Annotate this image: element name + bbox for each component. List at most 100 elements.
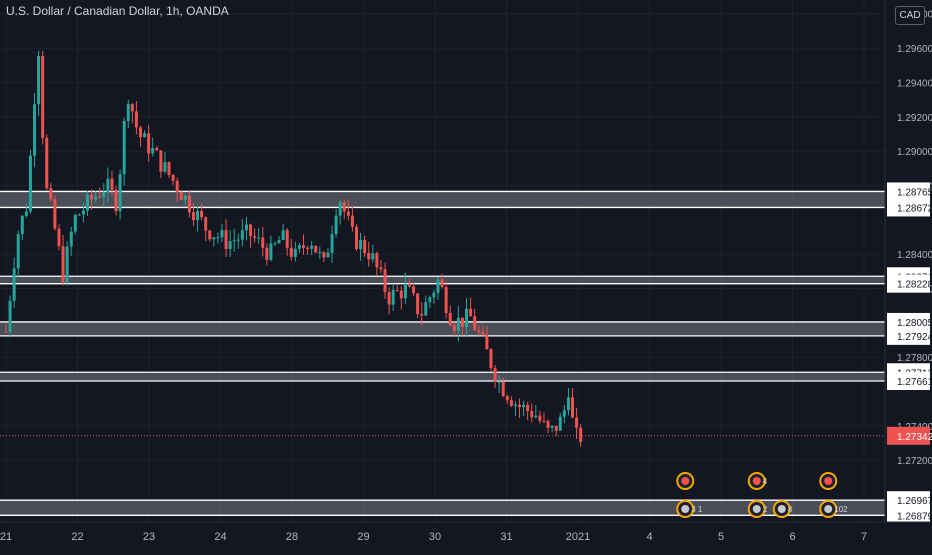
candle-body [183, 195, 187, 200]
level-label: 1.28765 [897, 187, 932, 198]
time-tick-label: 22 [71, 531, 83, 543]
candle-body [159, 150, 163, 172]
candle-body [106, 178, 110, 193]
candle-body [297, 245, 301, 249]
candle-body [579, 427, 583, 442]
time-axis [0, 522, 932, 550]
candle-body [228, 241, 232, 249]
candle-body [460, 317, 464, 327]
time-tick-label: 30 [429, 531, 441, 543]
candle-body [220, 230, 224, 238]
candle-body [175, 180, 179, 193]
candle-body [8, 300, 12, 332]
candle-body [432, 292, 436, 298]
candle-body [310, 245, 314, 249]
candle-body [118, 174, 122, 212]
candle-body [126, 104, 130, 122]
time-tick-label: 2021 [566, 531, 590, 543]
event-count-label: 2 [763, 505, 768, 514]
candle-body [542, 420, 546, 422]
candle-body [249, 224, 253, 237]
candle-body [477, 330, 481, 333]
candle-body [407, 283, 411, 287]
candle-body [469, 308, 473, 317]
candle-body [538, 415, 542, 421]
candle-body [155, 148, 159, 151]
time-tick-label: 28 [286, 531, 298, 543]
candle-body [163, 162, 167, 172]
candle-body [130, 104, 134, 112]
candle-body [81, 210, 85, 215]
candle-body [485, 334, 489, 350]
candle-body [122, 121, 126, 175]
candle-body [261, 237, 265, 248]
candle-body [171, 174, 175, 181]
candle-body [269, 243, 273, 260]
flag-icon [681, 505, 690, 513]
candle-body [379, 267, 383, 270]
candle-body [518, 404, 522, 408]
candle-body [61, 246, 65, 283]
time-tick-label: 4 [646, 531, 652, 543]
candle-body [334, 215, 338, 235]
candle-body [371, 253, 375, 260]
candle-body [448, 312, 452, 326]
candle-body [465, 308, 469, 327]
candle-body [489, 349, 493, 369]
candle-body [143, 133, 147, 138]
candles [4, 50, 583, 447]
candle-body [452, 325, 456, 331]
time-tick-label: 5 [718, 531, 724, 543]
candle-body [395, 289, 399, 291]
event-count-label: 4 [763, 477, 768, 486]
zone-rect [0, 500, 885, 516]
candle-body [20, 215, 24, 234]
candle-body [522, 404, 526, 408]
candle-body [187, 195, 191, 213]
candle-body [110, 178, 114, 190]
candle-body [530, 410, 534, 418]
candle-body [33, 104, 37, 156]
candle-body [114, 189, 118, 212]
level-label-bg [887, 372, 930, 391]
candle-body [73, 215, 77, 232]
candle-body [212, 237, 216, 240]
candle-body [253, 236, 257, 238]
candle-body [293, 248, 297, 257]
candle-body [90, 194, 94, 200]
event-count-label: 3 1 [691, 505, 703, 514]
candle-body [363, 239, 367, 253]
zone-rect [0, 372, 885, 382]
candle-body [493, 368, 497, 382]
candle-body [204, 217, 208, 231]
currency-button[interactable]: CAD [895, 6, 925, 25]
event-count-label: 102 [834, 505, 848, 514]
candle-body [456, 317, 460, 331]
candle-body [216, 237, 220, 239]
candle-body [236, 239, 240, 241]
candle-body [289, 247, 293, 257]
time-tick-label: 7 [861, 531, 867, 543]
candle-body [403, 283, 407, 299]
candle-body [354, 226, 358, 250]
candle-body [37, 56, 41, 105]
candle-body [322, 252, 326, 258]
price-tick-label: 1.28400 [897, 250, 932, 261]
candle-body [94, 196, 98, 200]
candle-body [501, 381, 505, 397]
candle-body [147, 133, 151, 154]
price-tick-label: 1.29600 [897, 44, 932, 55]
candle-body [387, 292, 391, 305]
time-tick-label: 21 [0, 531, 12, 543]
candle-body [558, 416, 562, 431]
candle-body [49, 188, 53, 200]
candle-body [318, 252, 322, 254]
candle-body [191, 212, 195, 221]
candle-body [359, 239, 363, 250]
candle-body [281, 230, 285, 240]
flag-icon [681, 477, 690, 485]
level-label: 1.27924 [897, 332, 932, 343]
